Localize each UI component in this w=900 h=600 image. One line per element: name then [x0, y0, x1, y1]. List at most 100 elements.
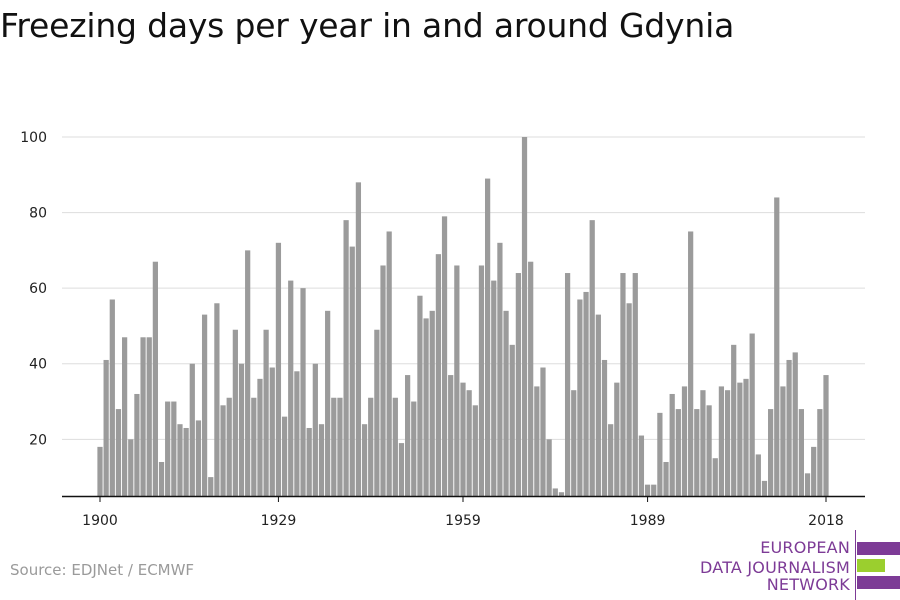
bar-1975: [558, 492, 565, 496]
bar-1940: [343, 220, 349, 496]
y-tick-label: 80: [29, 206, 47, 222]
bar-1982: [601, 359, 608, 496]
bar-1997: [694, 409, 700, 496]
bar-1914: [183, 427, 189, 496]
bar-1922: [232, 329, 238, 496]
chart-title: Freezing days per year in and around Gdy…: [0, 6, 735, 45]
bar-1953: [423, 318, 429, 496]
bar-1992: [663, 461, 669, 496]
bar-1926: [257, 378, 263, 496]
bar-2001: [718, 386, 725, 496]
edjnet-logo: EUROPEAN DATA JOURNALISM NETWORK: [700, 530, 900, 600]
bar-1994: [675, 409, 681, 496]
bar-1978: [577, 299, 583, 496]
logo-bar-2: [857, 559, 885, 572]
bar-1927: [263, 329, 269, 496]
bar-1950: [405, 375, 411, 496]
bar-1969: [521, 137, 528, 496]
bar-2004: [737, 382, 743, 496]
bar-1964: [491, 280, 497, 496]
bar-1929: [275, 242, 282, 496]
bar-2013: [792, 352, 798, 496]
bar-2000: [712, 458, 718, 496]
bar-1912: [171, 401, 177, 496]
bar-1966: [503, 310, 509, 496]
bar-1996: [688, 231, 694, 496]
logo-line-1: EUROPEAN: [760, 538, 850, 557]
bar-1980: [589, 220, 595, 496]
logo-line-3: NETWORK: [766, 575, 850, 594]
bar-1900: [97, 446, 103, 496]
bar-1962: [478, 265, 485, 496]
x-axis: 1900 1929 1959 1989 2018: [62, 495, 865, 529]
bar-1906: [134, 393, 140, 496]
bar-1988: [638, 435, 645, 496]
bar-1979: [583, 291, 589, 496]
bar-2008: [761, 480, 768, 496]
bar-1998: [700, 390, 706, 496]
bar-1918: [208, 477, 214, 496]
bar-1921: [226, 397, 232, 496]
bar-2007: [755, 454, 761, 496]
bar-1985: [620, 273, 626, 496]
y-tick-labels: 20 40 60 80 100: [20, 130, 47, 448]
bar-1960: [466, 390, 472, 496]
bar-1913: [177, 424, 183, 496]
bar-1939: [337, 397, 343, 496]
bar-1915: [189, 363, 195, 496]
x-tick-label: 1959: [445, 513, 481, 529]
bar-1990: [651, 484, 657, 496]
bar-1936: [318, 424, 325, 496]
bar-1902: [109, 299, 115, 496]
bar-1983: [608, 424, 614, 496]
bar-1925: [251, 397, 257, 496]
bar-2016: [811, 446, 817, 496]
bar-1919: [214, 303, 220, 496]
bar-1943: [361, 424, 368, 496]
y-tick-label: 60: [29, 281, 47, 297]
bar-1903: [115, 409, 122, 496]
bar-1963: [485, 178, 491, 496]
bar-2005: [743, 378, 749, 496]
bar-1923: [238, 363, 245, 496]
bar-1931: [288, 280, 294, 496]
bar-1995: [681, 386, 688, 496]
bar-1955: [435, 254, 441, 496]
bar-1930: [281, 416, 288, 496]
bar-1965: [497, 242, 503, 496]
bars: [97, 137, 829, 497]
y-tick-label: 40: [29, 357, 47, 373]
logo-bar-3: [857, 576, 900, 589]
bar-1986: [626, 303, 632, 496]
bar-1909: [152, 261, 158, 496]
bar-1991: [657, 412, 663, 496]
bar-1970: [528, 261, 534, 496]
logo-divider: [855, 530, 856, 600]
bar-1954: [429, 310, 435, 496]
bar-1974: [552, 488, 558, 496]
bar-1920: [220, 405, 226, 496]
logo-line-2: DATA JOURNALISM: [700, 558, 850, 577]
bar-1949: [398, 443, 405, 496]
bar-1901: [103, 359, 109, 496]
bar-1967: [509, 344, 515, 496]
bar-1905: [128, 439, 134, 496]
bar-1987: [632, 273, 638, 496]
bar-1935: [312, 363, 318, 496]
bar-1952: [417, 295, 423, 496]
bar-1958: [454, 265, 460, 496]
x-tick-label: 2018: [808, 513, 844, 529]
bar-1924: [245, 250, 251, 496]
bar-1908: [146, 337, 152, 496]
bar-1976: [564, 273, 571, 496]
bar-1984: [614, 382, 620, 496]
bar-1932: [294, 371, 300, 496]
bar-1916: [195, 420, 202, 496]
bar-2017: [817, 409, 823, 496]
bar-1999: [706, 405, 712, 496]
bar-1937: [325, 310, 331, 496]
y-tick-label: 100: [20, 130, 47, 146]
bar-1933: [300, 288, 306, 496]
bar-2006: [749, 333, 755, 496]
bar-1911: [165, 401, 171, 496]
